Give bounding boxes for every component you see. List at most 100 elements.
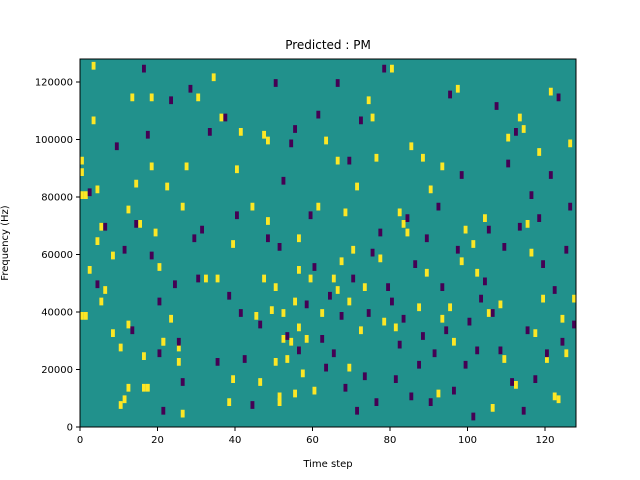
heatmap-cell-low [568,202,573,211]
heatmap-cell-high [250,202,255,211]
heatmap-cell-low [176,337,181,346]
heatmap-cell-high [421,153,425,162]
heatmap-cell-high [362,283,367,291]
heatmap-cell-low [95,280,100,289]
heatmap-cell-low [537,214,542,222]
heatmap-cell-high [262,274,267,283]
heatmap-cell-low [552,286,557,294]
heatmap-cell-low [157,297,162,306]
heatmap-cell-high [254,312,259,320]
heatmap-cell-high [138,220,143,228]
heatmap-cell-high [231,240,236,248]
heatmap-cell-high [378,254,383,263]
heatmap-cell-high [142,352,146,360]
heatmap-cell-high [297,266,301,274]
heatmap-cell-low [401,314,406,323]
heatmap-cell-low [355,406,360,415]
heatmap-cell-high [80,168,84,176]
heatmap-cell-high [142,383,146,392]
heatmap-cell-low [572,320,577,329]
y-tick-label: 120000 [35,78,73,89]
heatmap-cell-low [374,398,379,406]
heatmap-cell-high [169,314,174,323]
x-axis-label: Time step [302,459,352,470]
heatmap-cell-low [483,277,487,286]
heatmap-cell-low [235,211,239,220]
heatmap-cell-low [479,294,484,303]
heatmap-cell-low [277,243,282,251]
heatmap-cell-high [231,375,236,383]
x-tick-label: 40 [229,435,242,446]
heatmap-cell-low [122,245,127,254]
heatmap-cell-high [126,383,131,392]
heatmap-cell-high [440,162,445,171]
heatmap-cell-high [351,245,356,254]
heatmap-cell-low [200,225,205,234]
heatmap-cell-low [432,349,437,358]
heatmap-cell-low [452,386,456,395]
heatmap-cell-low [517,222,522,231]
heatmap-cell-high [436,389,441,398]
heatmap-cell-high [273,283,278,291]
heatmap-cell-low [145,130,150,139]
heatmap-cell-high [293,297,298,306]
heatmap-cell-high [331,274,336,283]
heatmap-cell-high [452,337,456,346]
heatmap-cell-high [165,182,170,191]
heatmap-cell-low [521,406,526,415]
heatmap-cell-high [157,263,162,271]
heatmap-cell-high [281,309,286,317]
plot-area [79,58,577,428]
heatmap-cell-high [498,300,503,309]
heatmap-cell-high [339,257,344,266]
heatmap-cell-low [324,363,329,372]
heatmap-cell-high [556,395,561,404]
heatmap-cell-high [111,251,115,260]
heatmap-cell-high [490,404,495,412]
heatmap-cell-low [130,326,135,335]
heatmap-cell-low [459,171,464,179]
x-tick-label: 20 [151,435,164,446]
heatmap-cell-high [149,93,154,102]
heatmap-cell-high [417,303,422,312]
heatmap-cell-high [483,214,487,222]
heatmap-cell-high [83,312,88,320]
heatmap-cell-low [134,220,139,228]
heatmap-cell-high [126,320,131,329]
heatmap-cell-low [556,93,561,102]
heatmap-cell-low [196,274,201,283]
heatmap-cell-low [351,274,356,283]
heatmap-cell-high [266,136,270,145]
heatmap-cell-high [560,314,565,323]
heatmap-cell-high [219,113,224,122]
heatmap-cell-high [545,355,549,363]
heatmap-cell-high [409,142,414,151]
heatmap-cell-low [490,309,495,317]
heatmap-cell-high [304,335,309,343]
heatmap-cell-low [366,309,371,317]
heatmap-cell-low [436,202,441,211]
heatmap-cell-high [393,323,398,332]
heatmap-cell-low [293,125,298,133]
heatmap-cell-low [142,64,146,73]
heatmap-cell-high [149,162,154,171]
heatmap-cell-low [440,283,445,291]
heatmap-cell-high [235,165,239,174]
heatmap-cell-high [471,240,476,248]
heatmap-cell-low [405,214,410,222]
heatmap-cell-high [347,363,352,372]
heatmap-cell-high [459,257,464,266]
heatmap-cell-high [366,96,371,105]
heatmap-cell-high [514,381,518,389]
heatmap-cell-low [250,401,255,409]
heatmap-cell-high [382,317,387,326]
heatmap-cell-high [204,274,208,283]
heatmap-cell-low [331,349,336,358]
heatmap-cell-high [537,148,542,156]
heatmap-cell-high [293,389,298,398]
heatmap-cell-low [343,383,348,392]
heatmap-cell-high [289,337,294,346]
x-tick-label: 100 [458,435,477,446]
plot-frame [79,58,577,428]
heatmap-cell-high [486,309,491,317]
